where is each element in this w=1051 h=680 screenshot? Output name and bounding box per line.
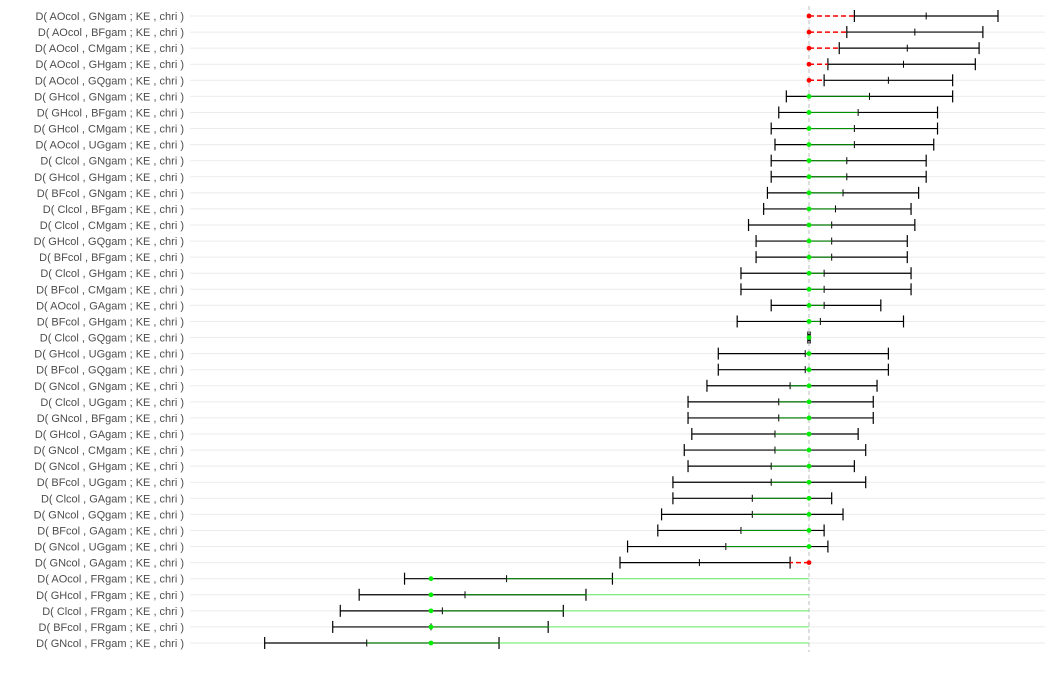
reference-point xyxy=(806,319,812,324)
grid-lines xyxy=(190,15,1045,644)
row-label: D( BFcol , GNgam ; KE , chri ) xyxy=(37,188,184,200)
reference-point xyxy=(806,495,812,501)
row-label: D( Clcol , CMgam ; KE , chri ) xyxy=(40,220,184,232)
row-label: D( GNcol , UGgam ; KE , chri ) xyxy=(34,542,184,554)
row-label: D( GHcol , FRgam ; KE , chri ) xyxy=(36,590,184,602)
reference-point xyxy=(806,29,812,35)
reference-point xyxy=(806,431,812,437)
reference-point xyxy=(806,142,812,148)
row-label: D( AOcol , UGgam ; KE , chri ) xyxy=(35,140,184,152)
reference-point xyxy=(806,93,812,99)
reference-point xyxy=(806,399,812,405)
row-label: D( Clcol , UGgam ; KE , chri ) xyxy=(40,397,184,409)
row-label: D( BFcol , GHgam ; KE , chri ) xyxy=(37,316,184,328)
reference-point xyxy=(428,592,434,598)
reference-point xyxy=(428,576,434,582)
reference-point xyxy=(806,560,812,566)
row-label: D( Clcol , BFgam ; KE , chri ) xyxy=(43,204,184,216)
row-label: D( GHcol , GNgam ; KE , chri ) xyxy=(34,91,184,103)
reference-point xyxy=(806,544,812,549)
reference-point xyxy=(806,110,812,115)
row-label: D( GHcol , GHgam ; KE , chri ) xyxy=(34,172,184,184)
row-label: D( AOcol , BFgam ; KE , chri ) xyxy=(38,27,184,39)
reference-point xyxy=(806,302,812,308)
row-label: D( AOcol , CMgam ; KE , chri ) xyxy=(35,43,184,55)
reference-point xyxy=(806,415,812,421)
row-label: D( GNcol , GAgam ; KE , chri ) xyxy=(35,558,184,570)
reference-point xyxy=(806,45,812,51)
reference-point xyxy=(806,222,812,228)
reference-point xyxy=(806,479,812,485)
reference-point xyxy=(806,206,812,212)
reference-point xyxy=(806,13,812,19)
row-label: D( AOcol , FRgam ; KE , chri ) xyxy=(37,574,184,586)
row-label: D( BFcol , FRgam ; KE , chri ) xyxy=(39,622,184,634)
row-label: D( GNcol , CMgam ; KE , chri ) xyxy=(34,445,184,457)
reference-point xyxy=(806,126,812,131)
row-label: D( BFcol , UGgam ; KE , chri ) xyxy=(37,477,184,489)
row-labels: D( AOcol , GNgam ; KE , chri ) D( AOcol ,… xyxy=(34,11,184,650)
row-label: D( AOcol , GHgam ; KE , chri ) xyxy=(35,59,184,71)
row-label: D( GHcol , GQgam ; KE , chri ) xyxy=(34,236,184,248)
reference-point xyxy=(428,640,434,646)
reference-point xyxy=(806,383,812,389)
reference-point xyxy=(806,190,812,196)
row-label: D( Clcol , GNgam ; KE , chri ) xyxy=(40,156,184,168)
reference-point xyxy=(806,238,812,244)
reference-point xyxy=(806,511,812,517)
row-label: D( Clcol , FRgam ; KE , chri ) xyxy=(42,606,184,618)
reference-point xyxy=(428,608,434,614)
reference-point xyxy=(806,367,812,373)
row-label: D( BFcol , GAgam ; KE , chri ) xyxy=(37,525,184,537)
reference-point xyxy=(806,254,812,260)
reference-point xyxy=(806,158,812,164)
row-label: D( BFcol , BFgam ; KE , chri ) xyxy=(39,252,184,264)
reference-point xyxy=(806,270,812,276)
row-label: D( GNcol , BFgam ; KE , chri ) xyxy=(37,413,184,425)
row-label: D( GHcol , CMgam ; KE , chri ) xyxy=(34,124,184,136)
reference-point xyxy=(806,77,812,83)
row-label: D( AOcol , GQgam ; KE , chri ) xyxy=(35,75,184,87)
row-label: D( AOcol , GAgam ; KE , chri ) xyxy=(36,300,184,312)
reference-point xyxy=(806,463,812,469)
reference-point xyxy=(806,286,812,292)
reference-point xyxy=(806,528,812,533)
row-label: D( GNcol , GQgam ; KE , chri ) xyxy=(34,509,184,521)
row-label: D( GNcol , FRgam ; KE , chri ) xyxy=(36,638,184,650)
reference-point xyxy=(806,351,812,357)
row-label: D( Clcol , GAgam ; KE , chri ) xyxy=(41,493,184,505)
row-label: D( AOcol , GNgam ; KE , chri ) xyxy=(35,11,184,23)
row-label: D( GHcol , GAgam ; KE , chri ) xyxy=(35,429,184,441)
row-label: D( GHcol , BFgam ; KE , chri ) xyxy=(37,107,184,119)
reference-point xyxy=(806,335,812,340)
row-label: D( GNcol , GNgam ; KE , chri ) xyxy=(34,381,184,393)
row-label: D( BFcol , CMgam ; KE , chri ) xyxy=(36,284,184,296)
reference-point xyxy=(806,61,812,67)
interval-marks xyxy=(264,10,999,649)
row-label: D( Clcol , GHgam ; KE , chri ) xyxy=(40,268,184,280)
row-label: D( Clcol , GQgam ; KE , chri ) xyxy=(40,333,184,345)
row-label: D( GNcol , GHgam ; KE , chri ) xyxy=(34,461,184,473)
reference-point xyxy=(428,624,434,630)
reference-point xyxy=(806,174,812,180)
reference-point xyxy=(806,447,812,453)
row-label: D( BFcol , GQgam ; KE , chri ) xyxy=(36,365,184,377)
row-label: D( GHcol , UGgam ; KE , chri ) xyxy=(34,349,184,361)
